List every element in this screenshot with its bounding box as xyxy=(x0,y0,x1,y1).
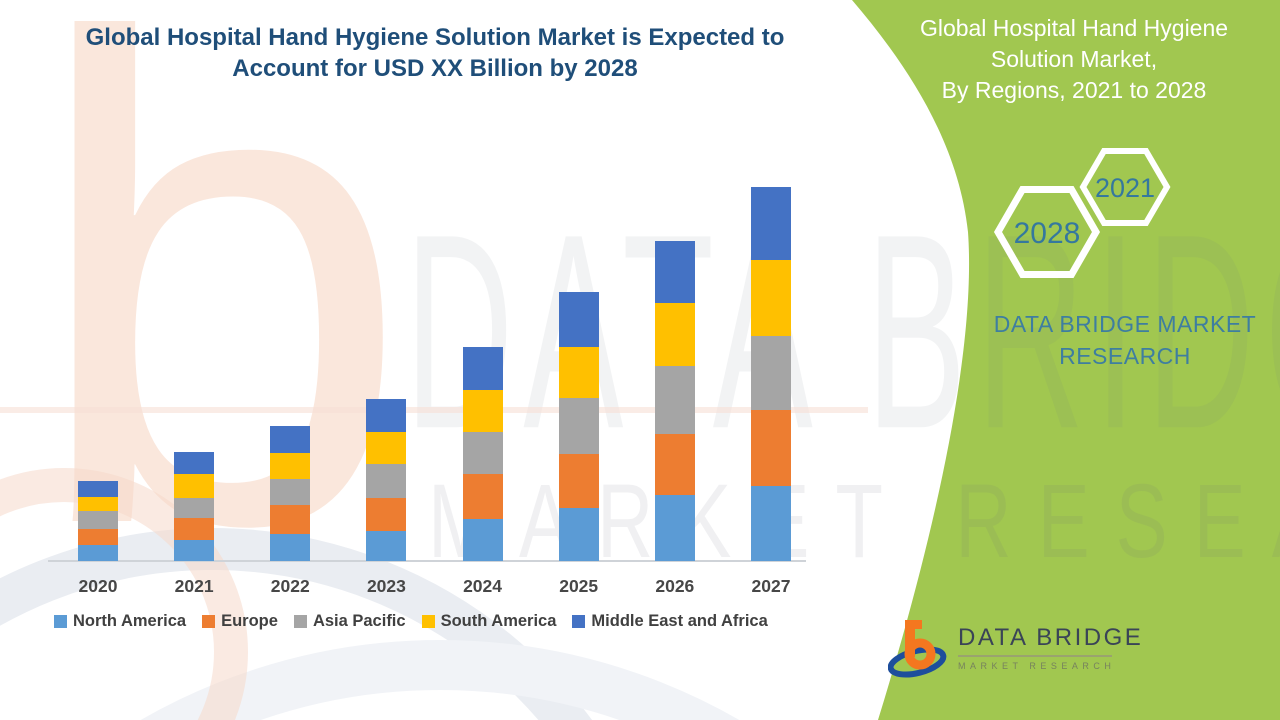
hexagon-2021 xyxy=(1079,148,1171,226)
bar-segment xyxy=(174,540,215,561)
green-panel-shape xyxy=(852,0,1280,720)
bar-segment xyxy=(558,508,599,561)
logo-b-bowl xyxy=(904,638,936,670)
x-axis-label: 2022 xyxy=(270,576,310,596)
bar-segment xyxy=(654,303,695,366)
brand-caption: DATA BRIDGE MARKET RESEARCH xyxy=(993,311,1257,369)
main-title-line1: Global Hospital Hand Hygiene Solution Ma… xyxy=(85,24,785,51)
bar-segment xyxy=(270,479,311,505)
bar-segment xyxy=(654,366,695,434)
main-title: Global Hospital Hand Hygiene Solution Ma… xyxy=(40,22,830,84)
bar-2027 xyxy=(750,187,791,561)
bar-2025 xyxy=(558,292,599,561)
legend-item-south-america: South America xyxy=(421,612,557,631)
x-axis-label: 2027 xyxy=(751,576,791,596)
chart-legend: North America Europe Asia Pacific South Ame… xyxy=(54,612,768,631)
panel-header-line2: Solution Market, xyxy=(990,46,1158,72)
bar-segment xyxy=(462,390,503,432)
panel-header: Global Hospital Hand Hygiene Solution Ma… xyxy=(876,13,1272,106)
bar-segment xyxy=(78,511,118,529)
bar-segment xyxy=(366,432,407,464)
bar-segment xyxy=(366,399,407,432)
hexagon-years-graphic: 2028 2021 xyxy=(993,148,1171,278)
hexagon-year-small: 2021 xyxy=(1095,173,1155,203)
bar-segment xyxy=(270,534,311,561)
bar-segment xyxy=(174,452,215,474)
bar-segment xyxy=(750,260,791,336)
legend-label: South America xyxy=(440,612,557,630)
bar-segment xyxy=(462,474,503,519)
bar-segment xyxy=(462,519,503,561)
databridge-logo-icon xyxy=(888,620,947,678)
bar-segment xyxy=(558,454,599,508)
x-axis-label: 2021 xyxy=(174,576,214,596)
bar-segment xyxy=(174,474,215,498)
legend-item-middle-east-and-africa: Middle East and Africa xyxy=(572,612,768,631)
legend-label: North America xyxy=(73,612,187,630)
logo-name: DATA BRIDGE xyxy=(958,624,1144,651)
bar-segment xyxy=(366,498,407,531)
x-axis-label: 2023 xyxy=(366,576,406,596)
legend-label: Europe xyxy=(221,612,278,630)
bar-segment xyxy=(462,347,503,390)
hexagon-year-large: 2028 xyxy=(1014,217,1081,250)
bar-segment xyxy=(654,495,695,561)
bar-segment xyxy=(750,336,791,410)
logo-divider xyxy=(958,655,1112,657)
bar-2022 xyxy=(270,426,311,561)
bar-segment xyxy=(270,453,311,479)
logo-text-column: DATA BRIDGE MARKET RESEARCH xyxy=(958,624,1143,671)
bar-segment xyxy=(366,531,407,561)
bar-segment xyxy=(78,529,118,545)
bar-2024 xyxy=(462,347,503,561)
bar-segment xyxy=(270,426,311,453)
bar-segment xyxy=(558,347,599,398)
peach-line-watermark xyxy=(0,407,868,413)
legend-item-europe: Europe xyxy=(202,612,278,631)
bar-segment xyxy=(78,545,118,561)
main-title-line2: Account for USD XX Billion by 2028 xyxy=(232,55,638,82)
panel-header-line1: Global Hospital Hand Hygiene xyxy=(919,15,1229,41)
logo-b-hook xyxy=(905,620,922,629)
logo-tagline: MARKET RESEARCH xyxy=(958,661,1116,671)
bar-segment xyxy=(750,187,791,260)
legend-item-asia-pacific: Asia Pacific xyxy=(293,612,406,631)
bar-segment xyxy=(654,434,695,495)
legend-swatch xyxy=(421,615,435,628)
hexagon-2028 xyxy=(993,186,1101,278)
bar-segment xyxy=(174,518,215,540)
legend-swatch xyxy=(293,615,307,628)
bar-segment xyxy=(174,498,215,518)
legend-label: Middle East and Africa xyxy=(591,612,768,630)
bar-segment xyxy=(558,292,599,347)
bar-2020 xyxy=(78,481,118,561)
bar-segment xyxy=(750,410,791,486)
bar-segment xyxy=(654,241,695,303)
bar-segment xyxy=(78,481,118,497)
x-axis-label: 2026 xyxy=(655,576,695,596)
bar-segment xyxy=(462,432,503,474)
bar-segment xyxy=(750,486,791,561)
x-axis-label: 2024 xyxy=(463,576,503,596)
panel-header-line3: By Regions, 2021 to 2028 xyxy=(941,77,1207,103)
x-axis-label: 2020 xyxy=(78,576,118,596)
bar-segment xyxy=(78,497,118,511)
databridge-logo: DATA BRIDGE MARKET RESEARCH xyxy=(888,616,1143,680)
bar-2021 xyxy=(174,452,215,561)
legend-label: Asia Pacific xyxy=(312,612,406,630)
legend-swatch xyxy=(202,615,216,628)
bar-segment xyxy=(558,398,599,454)
bar-2026 xyxy=(654,241,695,561)
logo-b-stem xyxy=(905,620,915,657)
legend-swatch xyxy=(572,615,586,628)
bar-2023 xyxy=(366,399,407,561)
bar-segment xyxy=(366,464,407,498)
bar-segment xyxy=(270,505,311,534)
x-axis-label: 2025 xyxy=(559,576,599,596)
legend-swatch xyxy=(54,615,67,628)
legend-item-north-america: North America xyxy=(54,612,186,631)
